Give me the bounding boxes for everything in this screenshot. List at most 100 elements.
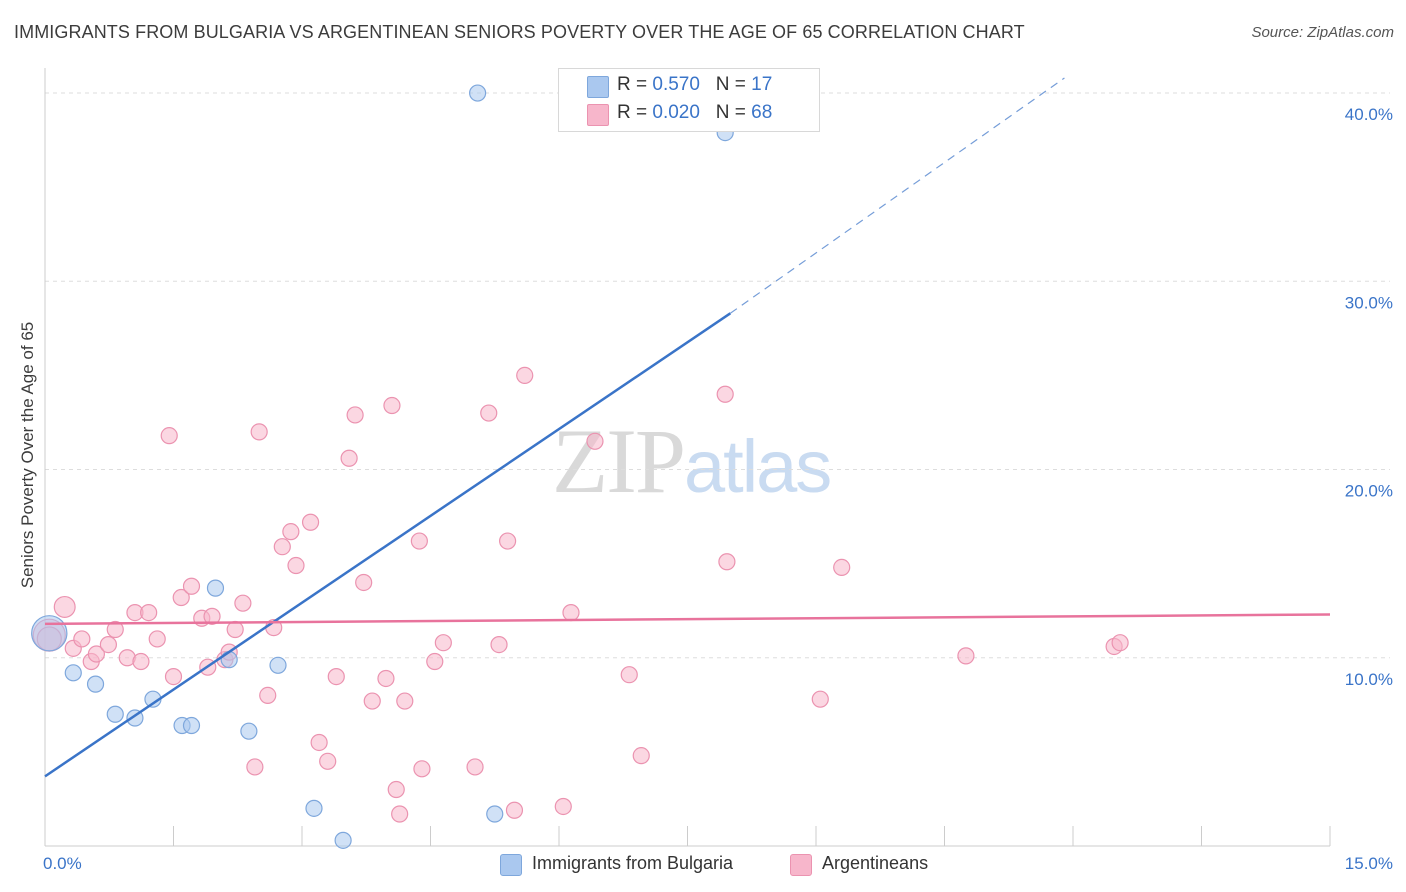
point-argentineans	[1111, 634, 1129, 652]
legend-label-argentineans: Argentineans	[822, 853, 929, 873]
point-argentineans	[310, 733, 328, 752]
point-argentineans	[250, 423, 268, 441]
r-label: R =	[617, 102, 653, 123]
y-axis-label: Seniors Poverty Over the Age of 65	[18, 321, 37, 589]
point-argentineans	[287, 556, 305, 575]
point-argentineans	[377, 669, 395, 688]
r-value: 0.020	[652, 102, 700, 123]
point-bulgaria	[486, 805, 504, 823]
point-argentineans	[811, 690, 829, 708]
point-argentineans	[716, 385, 734, 403]
point-argentineans	[410, 532, 428, 550]
point-argentineans	[53, 595, 76, 618]
point-bulgaria	[86, 675, 105, 693]
point-argentineans	[387, 780, 405, 799]
watermark-zip: ZIP	[552, 410, 686, 512]
point-argentineans	[226, 620, 244, 639]
n-value: 17	[751, 74, 773, 95]
watermark: ZIPatlas	[552, 408, 832, 514]
point-argentineans	[620, 666, 638, 684]
point-bulgaria	[334, 831, 352, 849]
point-argentineans	[301, 513, 320, 531]
trendline-argentineans	[44, 613, 1331, 626]
series-legend: Immigrants from Bulgaria Argentineans	[0, 852, 1406, 878]
point-argentineans	[632, 747, 650, 765]
legend-swatch-argentineans	[587, 104, 609, 126]
x-tick-label: 15.0%	[1345, 854, 1393, 873]
point-argentineans	[718, 553, 736, 571]
point-bulgaria	[240, 722, 258, 740]
point-argentineans	[282, 523, 300, 541]
point-argentineans	[562, 603, 580, 622]
point-argentineans	[391, 805, 409, 823]
point-argentineans	[957, 647, 975, 665]
chart-title: IMMIGRANTS FROM BULGARIA VS ARGENTINEAN …	[14, 22, 1025, 42]
correlation-legend: R = 0.570 N = 17 R = 0.020 N = 68	[558, 68, 820, 132]
point-argentineans	[363, 692, 381, 710]
point-argentineans	[505, 801, 524, 819]
point-argentineans	[87, 645, 106, 663]
point-argentineans	[164, 667, 183, 686]
n-label: N =	[715, 102, 752, 123]
y-tick-label: 30.0%	[1345, 293, 1393, 312]
point-argentineans	[182, 577, 201, 595]
point-bulgaria	[469, 84, 487, 102]
point-argentineans	[160, 427, 178, 445]
y-tick-label: 10.0%	[1345, 670, 1393, 689]
point-argentineans	[246, 758, 264, 776]
point-bulgaria	[220, 651, 238, 669]
point-argentineans	[73, 630, 91, 648]
point-argentineans	[346, 406, 364, 424]
legend-stats-argentineans: R = 0.020 N = 68	[617, 102, 772, 124]
point-argentineans	[586, 432, 604, 450]
n-label: N =	[715, 74, 752, 95]
point-argentineans	[554, 797, 572, 816]
trendline-bulgaria-extension	[729, 77, 1065, 314]
legend-stats-bulgaria: R = 0.570 N = 17	[617, 74, 772, 96]
point-argentineans	[99, 635, 117, 654]
point-bulgaria	[182, 716, 201, 735]
x-tick-label: 0.0%	[43, 854, 82, 873]
point-argentineans	[413, 760, 431, 778]
point-bulgaria	[305, 799, 323, 817]
point-bulgaria	[64, 664, 82, 682]
point-argentineans	[172, 588, 190, 607]
point-argentineans	[327, 667, 345, 686]
point-argentineans	[259, 686, 277, 705]
point-argentineans	[833, 558, 851, 577]
legend-swatch-bulgaria	[587, 76, 609, 98]
trendline-bulgaria	[44, 312, 732, 778]
legend-swatch-bulgaria	[500, 854, 522, 876]
legend-swatch-argentineans	[790, 854, 812, 876]
point-bulgaria	[269, 656, 287, 674]
point-argentineans	[396, 692, 414, 710]
point-argentineans	[319, 752, 337, 770]
point-argentineans	[340, 449, 358, 467]
point-argentineans	[499, 532, 517, 550]
point-argentineans	[383, 396, 401, 415]
point-argentineans	[490, 635, 508, 654]
point-argentineans	[132, 652, 150, 671]
y-tick-label: 20.0%	[1345, 482, 1393, 501]
point-argentineans	[426, 652, 444, 671]
watermark-atlas: atlas	[684, 425, 832, 508]
point-argentineans	[434, 634, 452, 652]
point-argentineans	[355, 573, 373, 592]
r-value: 0.570	[652, 74, 700, 95]
point-argentineans	[466, 758, 484, 776]
point-bulgaria	[206, 579, 225, 597]
point-argentineans	[140, 603, 158, 622]
point-argentineans	[106, 620, 124, 639]
n-value: 68	[751, 102, 773, 123]
legend-label-bulgaria: Immigrants from Bulgaria	[532, 853, 734, 873]
point-argentineans	[480, 404, 498, 422]
r-label: R =	[617, 74, 653, 95]
point-argentineans	[148, 630, 166, 648]
point-bulgaria	[106, 705, 124, 723]
y-tick-label: 40.0%	[1345, 105, 1393, 124]
point-argentineans	[273, 538, 291, 556]
point-argentineans	[516, 366, 534, 385]
point-argentineans	[234, 594, 252, 612]
source-label: Source: ZipAtlas.com	[1251, 24, 1394, 41]
